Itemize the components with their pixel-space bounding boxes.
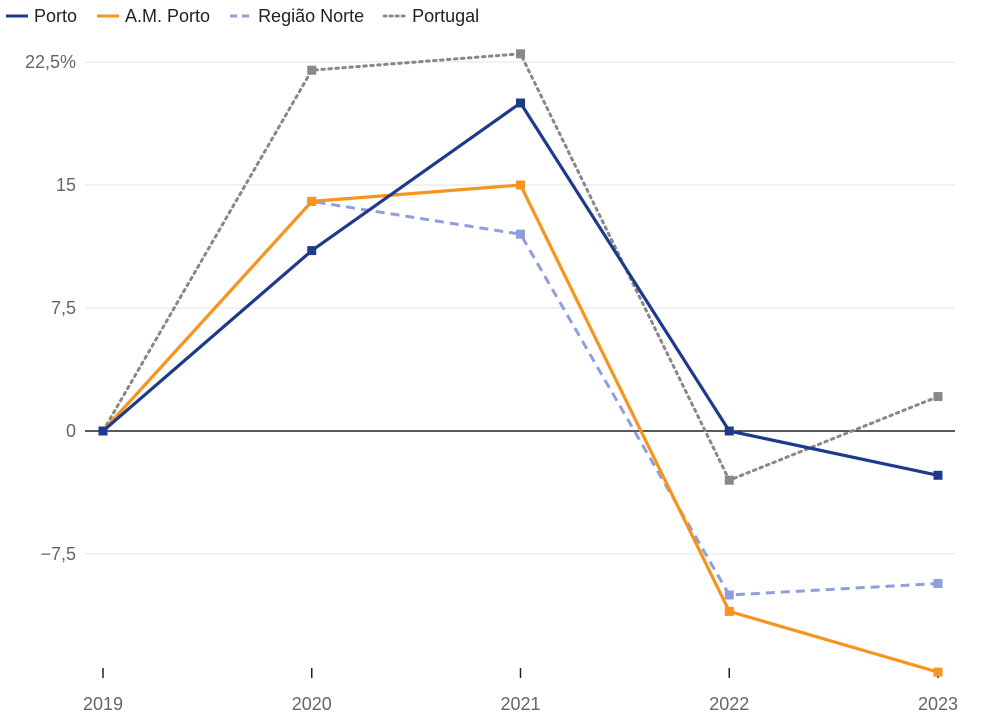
legend-label: A.M. Porto	[125, 6, 210, 26]
gridlines	[85, 61, 955, 555]
legend-item-portugal: Portugal	[382, 6, 479, 26]
series-portugal	[98, 49, 943, 485]
y-tick-label: 0	[66, 421, 76, 441]
data-point-a-m-porto	[307, 196, 317, 206]
data-point-regiao-norte	[516, 229, 525, 239]
series-regiao-norte	[98, 196, 943, 600]
x-tick-label: 2019	[83, 694, 123, 714]
y-tick-label: 22,5%	[25, 52, 76, 72]
legend-item-porto: Porto	[6, 6, 77, 26]
series-a-m-porto	[98, 180, 943, 677]
data-point-porto	[516, 98, 525, 108]
series-line-a-m-porto	[101, 183, 939, 674]
x-tick-label: 2022	[709, 694, 749, 714]
legend-label: Porto	[34, 6, 77, 26]
data-point-portugal	[516, 49, 525, 59]
y-tick-label: −7,5	[40, 544, 76, 564]
data-point-regiao-norte	[724, 590, 734, 600]
series-line-portugal	[101, 52, 940, 482]
x-tick-label: 2020	[292, 694, 332, 714]
series-lines	[98, 49, 943, 677]
y-tick-label: 7,5	[51, 298, 76, 318]
legend-label: Região Norte	[258, 6, 364, 26]
series-line-regiao-norte	[101, 199, 939, 597]
series-porto	[98, 98, 943, 480]
data-point-regiao-norte	[933, 579, 943, 589]
x-tick-label: 2023	[918, 694, 958, 714]
legend: Porto A.M. Porto Região Norte Portugal	[6, 6, 479, 26]
data-point-portugal	[307, 65, 317, 75]
y-axis-tick-labels: 22,5% 15 7,5 0 −7,5	[25, 52, 76, 564]
data-point-a-m-porto	[933, 667, 943, 677]
y-tick-label: 15	[56, 175, 76, 195]
x-tick-label: 2021	[500, 694, 540, 714]
data-point-porto	[724, 426, 734, 436]
data-point-porto	[307, 246, 317, 256]
legend-item-regiao-norte: Região Norte	[230, 6, 364, 26]
series-line-porto	[101, 101, 939, 477]
data-point-a-m-porto	[724, 606, 734, 616]
legend-item-a-m-porto: A.M. Porto	[97, 6, 210, 26]
legend-label: Portugal	[412, 6, 479, 26]
data-point-portugal	[724, 475, 734, 485]
x-axis: 2019 2020 2021 2022 2023	[83, 668, 958, 714]
data-point-portugal	[933, 392, 943, 402]
data-point-a-m-porto	[516, 180, 525, 190]
data-point-porto	[98, 426, 108, 436]
data-point-porto	[933, 470, 943, 480]
